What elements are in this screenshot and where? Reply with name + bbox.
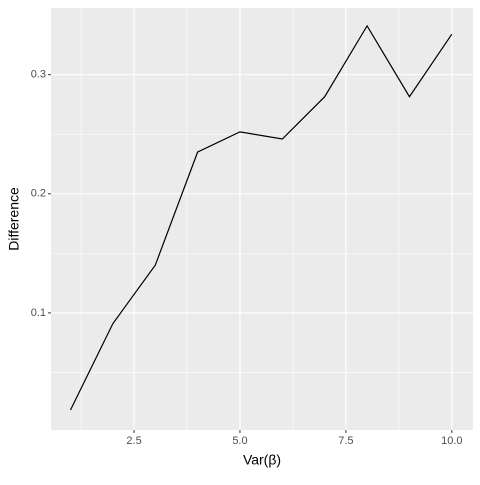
line: [69, 24, 453, 411]
y-tick-label: 0.1: [31, 307, 46, 319]
x-axis-title: Var(β): [243, 452, 281, 468]
y-tick-label: 0.2: [31, 188, 46, 200]
panel-background: [51, 8, 473, 430]
x-tick-label: 2.5: [126, 435, 141, 447]
y-tick-label: 0.3: [31, 69, 46, 81]
x-tick-label: 5.0: [232, 435, 247, 447]
y-axis-title: Difference: [6, 187, 22, 251]
x-tick-label: 10.0: [441, 435, 462, 447]
x-tick-label: 7.5: [338, 435, 353, 447]
